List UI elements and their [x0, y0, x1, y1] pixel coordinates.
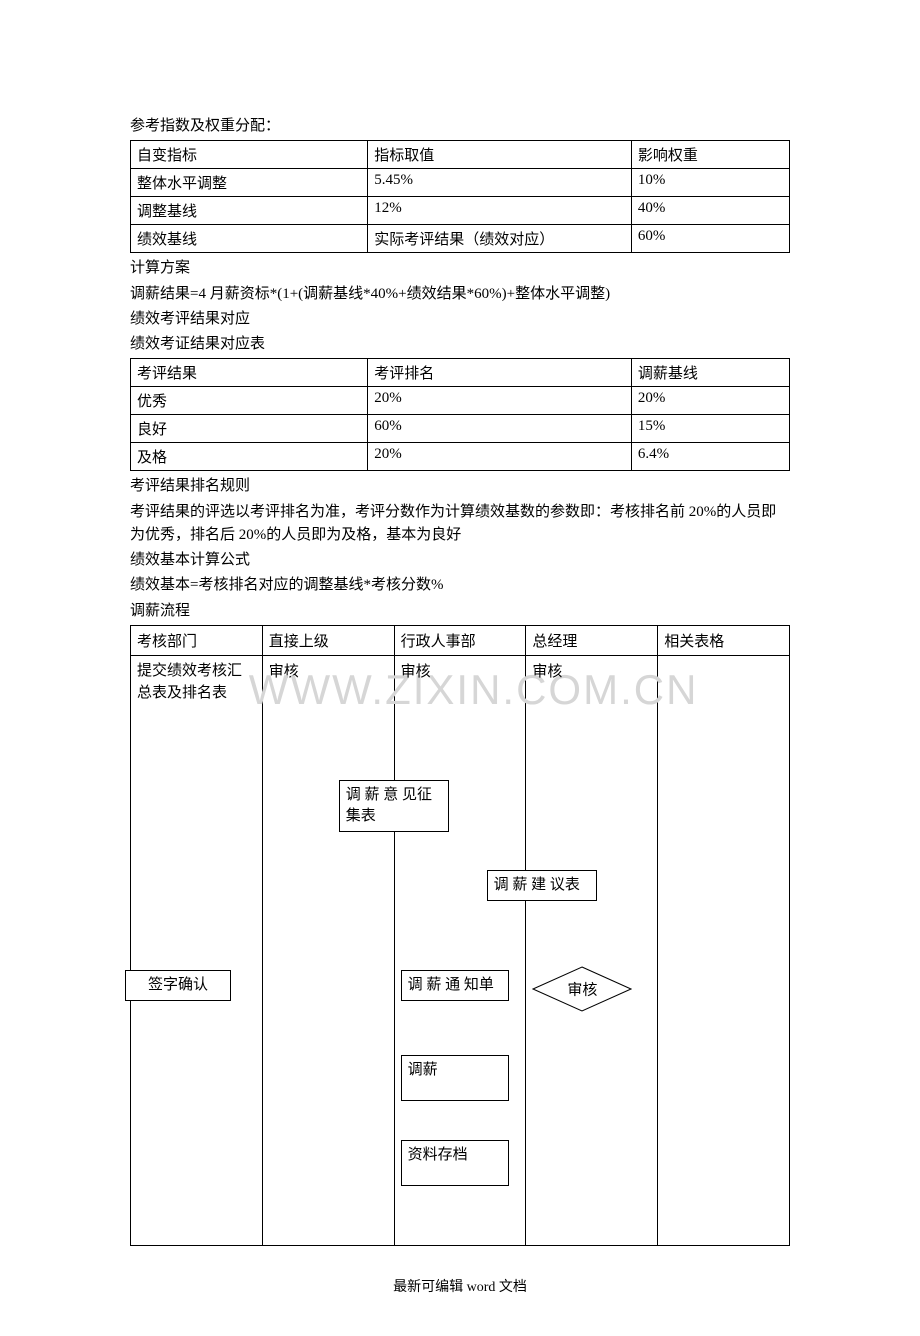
flow-th: 直接上级	[262, 625, 394, 655]
th: 指标取值	[368, 141, 632, 169]
flow-table: 考核部门 直接上级 行政人事部 总经理 相关表格 提交绩效考核汇总表及排名表 签…	[130, 625, 790, 1246]
table-row: 优秀 20% 20%	[131, 387, 790, 415]
flow-col-forms	[658, 655, 790, 1245]
perf-map-title: 绩效考评结果对应	[130, 308, 790, 331]
table-row: 考评结果 考评排名 调薪基线	[131, 359, 790, 387]
td: 调整基线	[131, 197, 368, 225]
flow-submit: 提交绩效考核汇总表及排名表	[137, 660, 256, 705]
flow-archive-box: 资料存档	[401, 1140, 509, 1186]
flow-diamond-label: 审核	[567, 978, 597, 999]
flow-th: 总经理	[526, 625, 658, 655]
td: 6.4%	[631, 443, 789, 471]
table-row: 良好 60% 15%	[131, 415, 790, 443]
table-row: 整体水平调整 5.45% 10%	[131, 169, 790, 197]
flow-col-hr: 审核 调 薪 建 议表 调 薪 通 知单 调薪 资料存档	[394, 655, 526, 1245]
flow-col-gm: 审核 审核	[526, 655, 658, 1245]
table-row: 绩效基线 实际考评结果（绩效对应） 60%	[131, 225, 790, 253]
td: 20%	[368, 443, 632, 471]
th: 影响权重	[631, 141, 789, 169]
flow-body-row: 提交绩效考核汇总表及排名表 签字确认 审核 WWW.ZIXIN.COM.CN 调…	[131, 655, 790, 1245]
td: 整体水平调整	[131, 169, 368, 197]
th: 自变指标	[131, 141, 368, 169]
flow-col-supervisor: 审核 WWW.ZIXIN.COM.CN 调 薪 意 见征集表	[262, 655, 394, 1245]
table-row: 及格 20% 6.4%	[131, 443, 790, 471]
flow-title: 调薪流程	[130, 600, 790, 623]
th: 调薪基线	[631, 359, 789, 387]
flow-notice-box: 调 薪 通 知单	[401, 970, 509, 1001]
th: 考评排名	[368, 359, 632, 387]
document-page: 参考指数及权重分配： 自变指标 指标取值 影响权重 整体水平调整 5.45% 1…	[0, 0, 920, 1336]
flow-sign-confirm-box: 签字确认	[125, 970, 231, 1001]
td: 20%	[631, 387, 789, 415]
flow-col-dept: 提交绩效考核汇总表及排名表 签字确认	[131, 655, 263, 1245]
rank-rule-text: 考评结果的评选以考评排名为准，考评分数作为计算绩效基数的参数即：考核排名前 20…	[130, 501, 790, 548]
td: 20%	[368, 387, 632, 415]
td: 实际考评结果（绩效对应）	[368, 225, 632, 253]
table-row: 自变指标 指标取值 影响权重	[131, 141, 790, 169]
td: 12%	[368, 197, 632, 225]
td: 绩效基线	[131, 225, 368, 253]
th: 考评结果	[131, 359, 368, 387]
section1-title: 参考指数及权重分配：	[130, 115, 790, 138]
td: 优秀	[131, 387, 368, 415]
flow-review-2: 审核	[401, 660, 431, 681]
table-perf-map: 考评结果 考评排名 调薪基线 优秀 20% 20% 良好 60% 15% 及格 …	[130, 358, 790, 471]
page-footer: 最新可编辑 word 文档	[130, 1276, 790, 1296]
td: 15%	[631, 415, 789, 443]
flow-review-1: 审核	[269, 660, 299, 681]
flow-th: 考核部门	[131, 625, 263, 655]
flow-th: 行政人事部	[394, 625, 526, 655]
perf-formula-text: 绩效基本=考核排名对应的调整基线*考核分数%	[130, 574, 790, 597]
formula-text: 调薪结果=4 月薪资标*(1+(调薪基线*40%+绩效结果*60%)+整体水平调…	[130, 283, 790, 306]
flow-diamond: 审核	[532, 966, 632, 1012]
flow-adjust-box: 调薪	[401, 1055, 509, 1101]
formula-title: 计算方案	[130, 257, 790, 280]
td: 60%	[631, 225, 789, 253]
table-row: 调整基线 12% 40%	[131, 197, 790, 225]
perf-map-table-title: 绩效考证结果对应表	[130, 333, 790, 356]
td: 10%	[631, 169, 789, 197]
td: 5.45%	[368, 169, 632, 197]
td: 及格	[131, 443, 368, 471]
flow-review-3: 审核	[532, 660, 562, 681]
rank-rule-title: 考评结果排名规则	[130, 475, 790, 498]
flow-th: 相关表格	[658, 625, 790, 655]
flow-header-row: 考核部门 直接上级 行政人事部 总经理 相关表格	[131, 625, 790, 655]
table-weights: 自变指标 指标取值 影响权重 整体水平调整 5.45% 10% 调整基线 12%…	[130, 140, 790, 253]
td: 40%	[631, 197, 789, 225]
perf-formula-title: 绩效基本计算公式	[130, 549, 790, 572]
td: 60%	[368, 415, 632, 443]
td: 良好	[131, 415, 368, 443]
